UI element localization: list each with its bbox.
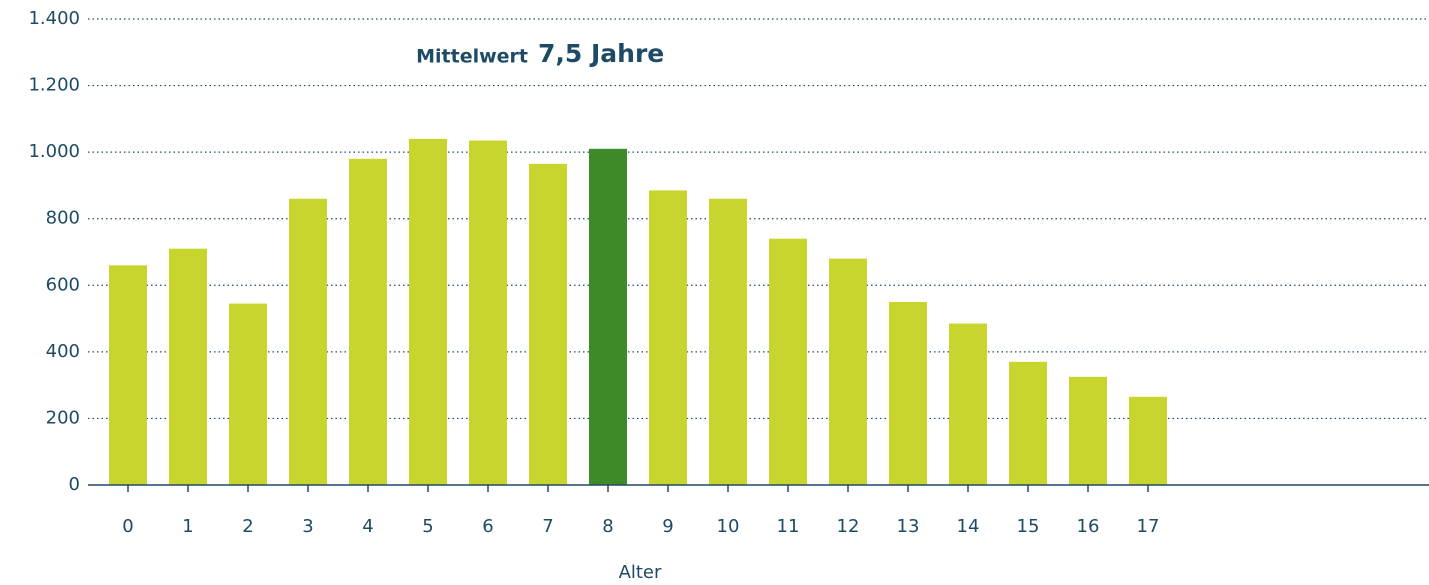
x-tick-label: 0	[122, 516, 133, 537]
bar	[229, 303, 267, 485]
x-tick-label: 12	[837, 516, 860, 537]
bar	[889, 301, 927, 485]
bar	[409, 138, 447, 486]
x-tick-label: 11	[777, 516, 800, 537]
y-tick-label: 800	[46, 208, 80, 229]
bar	[589, 148, 627, 486]
bar	[709, 198, 747, 485]
bar	[769, 238, 807, 485]
x-tick-label: 17	[1137, 516, 1160, 537]
annotation-label: Mittelwert	[416, 46, 528, 68]
y-tick-label: 0	[69, 474, 80, 495]
bar	[109, 265, 147, 485]
y-tick-label: 1.200	[28, 75, 80, 96]
y-tick-label: 200	[46, 407, 80, 428]
x-tick-label: 15	[1017, 516, 1040, 537]
bar	[469, 140, 507, 485]
bar	[829, 258, 867, 485]
bar	[1009, 361, 1047, 485]
x-axis-label: Alter	[619, 562, 662, 583]
bar	[289, 198, 327, 485]
bar	[1069, 376, 1107, 485]
y-tick-label: 1.000	[28, 141, 80, 162]
x-tick-label: 5	[422, 516, 433, 537]
bar	[529, 163, 567, 486]
x-tick-label: 9	[662, 516, 673, 537]
bar	[949, 323, 987, 485]
x-tick-label: 13	[897, 516, 920, 537]
x-tick-label: 6	[482, 516, 493, 537]
x-tick-label: 14	[957, 516, 980, 537]
x-tick-label: 4	[362, 516, 373, 537]
bar	[649, 190, 687, 485]
annotation-value: 7,5 Jahre	[538, 39, 664, 68]
x-tick-label: 8	[602, 516, 613, 537]
x-tick-label: 2	[242, 516, 253, 537]
y-tick-label: 600	[46, 274, 80, 295]
x-tick-label: 1	[182, 516, 193, 537]
x-tick-label: 16	[1077, 516, 1100, 537]
bar	[1129, 396, 1167, 485]
x-tick-label: 3	[302, 516, 313, 537]
y-tick-label: 400	[46, 341, 80, 362]
bar	[169, 248, 207, 485]
x-tick-label: 10	[717, 516, 740, 537]
x-tick-label: 7	[542, 516, 553, 537]
bar	[349, 158, 387, 486]
y-tick-label: 1.400	[28, 8, 80, 29]
